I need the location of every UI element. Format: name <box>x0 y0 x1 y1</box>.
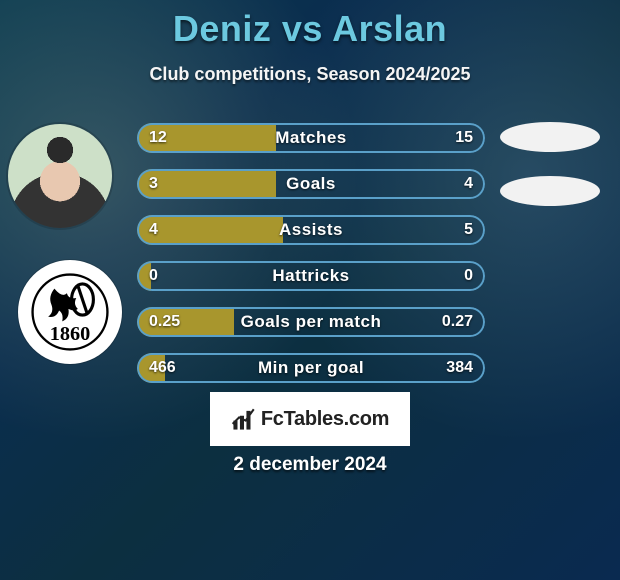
stat-row: 0Hattricks0 <box>137 261 485 291</box>
stat-value-right: 0 <box>464 261 473 291</box>
stat-label: Goals per match <box>137 307 485 337</box>
stat-label: Matches <box>137 123 485 153</box>
club-badge-left: 1860 <box>18 260 122 364</box>
stat-value-right: 4 <box>464 169 473 199</box>
watermark: FcTables.com <box>210 392 410 446</box>
stat-label: Goals <box>137 169 485 199</box>
stat-row: 466Min per goal384 <box>137 353 485 383</box>
stat-value-right: 15 <box>455 123 473 153</box>
stat-row: 12Matches15 <box>137 123 485 153</box>
stat-rows: 12Matches153Goals44Assists50Hattricks00.… <box>137 123 485 399</box>
page-title: Deniz vs Arslan <box>0 0 620 50</box>
watermark-text: FcTables.com <box>261 408 389 431</box>
player-avatar-left <box>8 124 112 228</box>
stat-row: 3Goals4 <box>137 169 485 199</box>
stat-value-right: 5 <box>464 215 473 245</box>
stat-value-right: 0.27 <box>442 307 473 337</box>
watermark-chart-icon <box>231 406 257 432</box>
date-line: 2 december 2024 <box>0 454 620 476</box>
stat-row: 0.25Goals per match0.27 <box>137 307 485 337</box>
club-badge-icon: 1860 <box>31 273 109 351</box>
stat-row: 4Assists5 <box>137 215 485 245</box>
stat-label: Min per goal <box>137 353 485 383</box>
player-avatar-right-1 <box>500 122 600 152</box>
club-year: 1860 <box>50 323 91 345</box>
stat-value-right: 384 <box>446 353 473 383</box>
stat-label: Hattricks <box>137 261 485 291</box>
stat-label: Assists <box>137 215 485 245</box>
subtitle: Club competitions, Season 2024/2025 <box>0 64 620 85</box>
player-avatar-right-2 <box>500 176 600 206</box>
